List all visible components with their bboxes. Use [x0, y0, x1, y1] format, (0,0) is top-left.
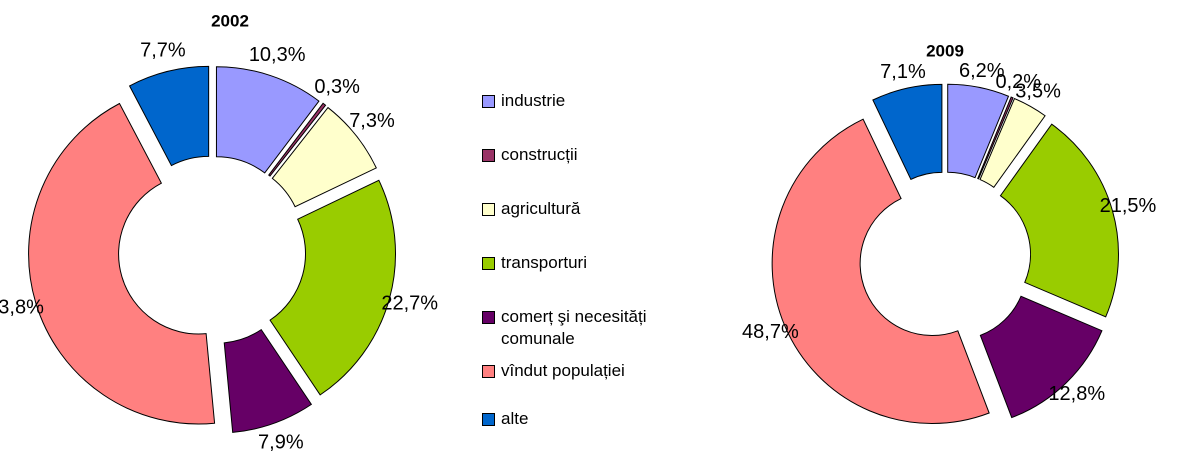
legend-swatch: [482, 413, 495, 426]
data-label: 21,5%: [1100, 195, 1157, 217]
legend-swatch: [482, 203, 495, 216]
data-label: 7,3%: [349, 110, 395, 132]
slice: [771, 118, 990, 424]
slice: [215, 66, 320, 174]
data-label: 0,2%: [995, 71, 1041, 93]
slice: [269, 179, 396, 396]
legend-label: industrie: [501, 91, 566, 110]
legend-swatch: [482, 95, 495, 108]
data-label: 12,8%: [1048, 383, 1105, 405]
data-label: 7,1%: [880, 61, 926, 83]
legend-swatch: [482, 149, 495, 162]
slice: [271, 106, 377, 208]
chart-title: 2002: [211, 11, 249, 30]
slice: [977, 96, 1014, 180]
legend-item: comerț şi necesități comunale: [482, 306, 712, 350]
slice: [268, 102, 327, 177]
legend-item: agricultură: [482, 198, 712, 220]
data-label: 7,7%: [140, 39, 186, 61]
data-label: 43,8%: [0, 297, 44, 319]
legend-label: construcții: [501, 145, 578, 164]
slice: [999, 123, 1119, 318]
data-label: 7,9%: [258, 431, 304, 453]
data-label: 22,7%: [381, 292, 438, 314]
legend-swatch: [482, 257, 495, 270]
legend-label: transporturi: [501, 253, 587, 272]
legend-label: alte: [501, 409, 529, 428]
legend-label: comerț şi necesități comunale: [501, 307, 647, 348]
legend-label: agricultură: [501, 199, 581, 218]
chart-title: 2009: [926, 41, 964, 60]
legend-item: alte: [482, 408, 712, 430]
slice: [979, 97, 1046, 188]
slice: [872, 83, 943, 181]
legend-swatch: [482, 311, 495, 324]
slice: [979, 295, 1103, 419]
data-label: 10,3%: [249, 44, 306, 66]
data-label: 0,3%: [314, 76, 360, 98]
slice: [28, 102, 216, 425]
slice: [128, 65, 210, 167]
slice: [947, 83, 1010, 179]
legend-label: vîndut populației: [501, 361, 625, 380]
data-label: 3,5%: [1015, 81, 1061, 103]
slice: [223, 328, 313, 433]
data-label: 48,7%: [742, 321, 799, 343]
legend-item: vîndut populației: [482, 360, 712, 382]
data-label: 6,2%: [959, 60, 1005, 82]
legend-swatch: [482, 365, 495, 378]
legend-item: industrie: [482, 90, 712, 112]
legend-item: construcții: [482, 144, 712, 166]
legend-item: transporturi: [482, 252, 712, 274]
